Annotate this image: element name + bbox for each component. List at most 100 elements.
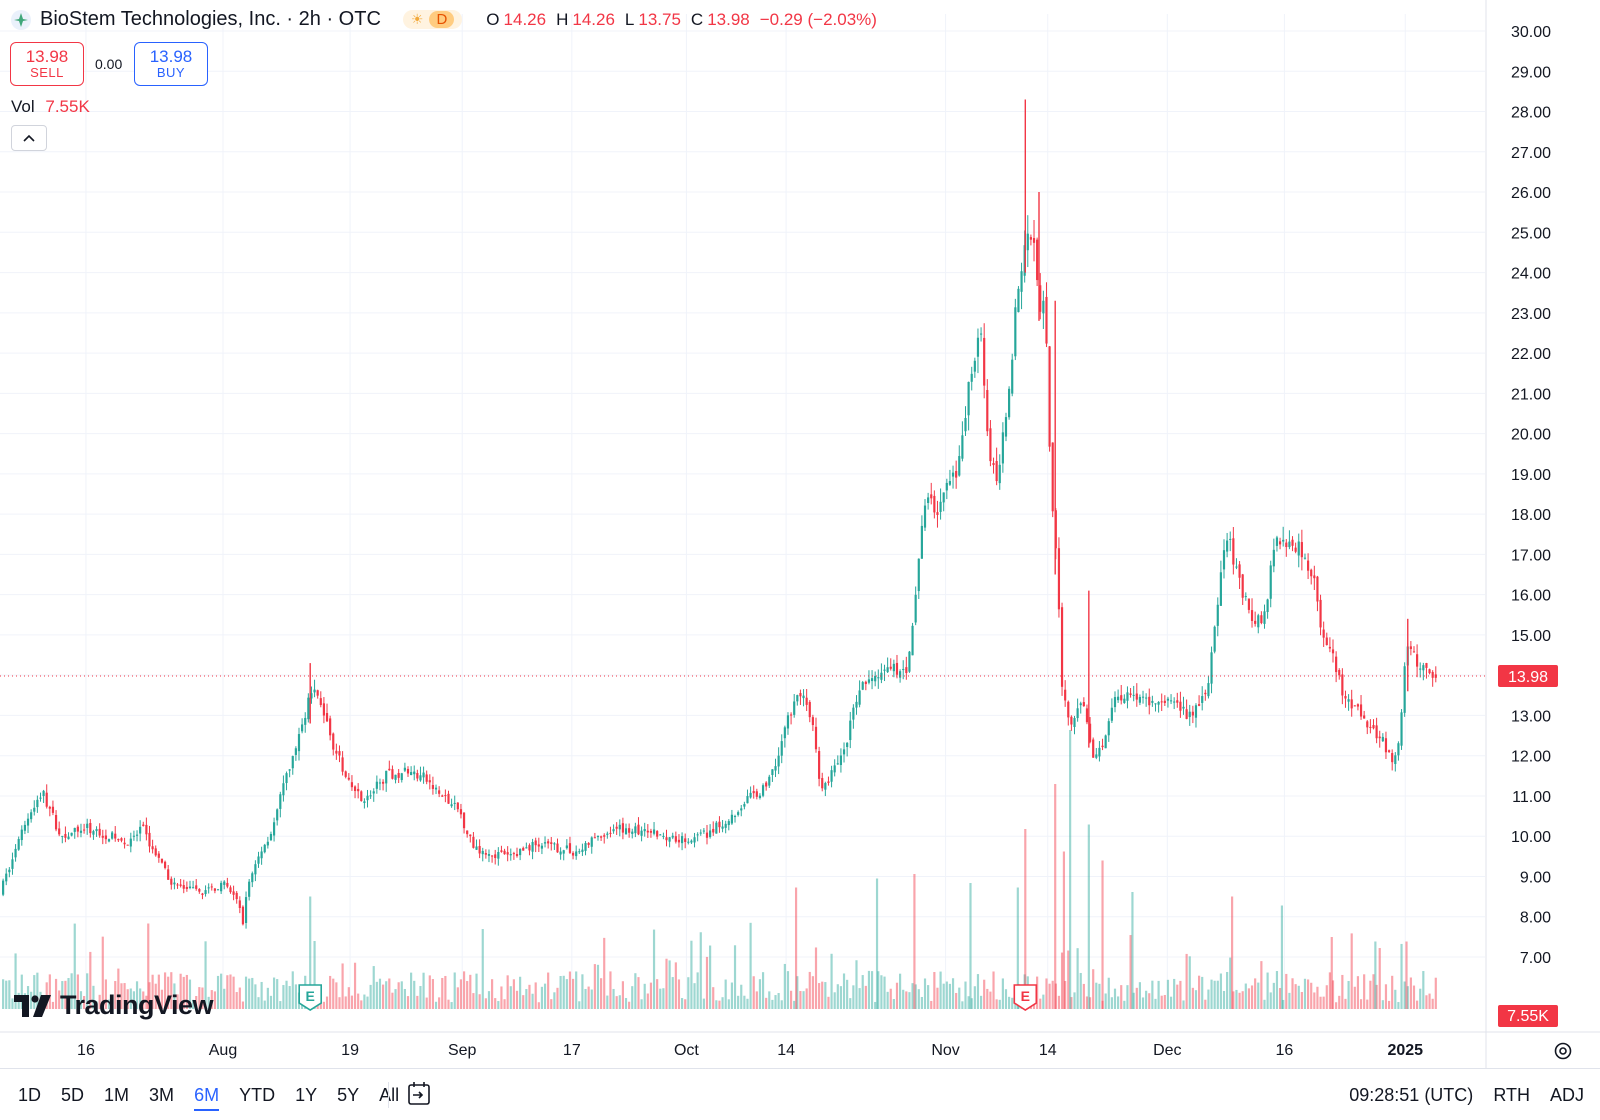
volume-bar <box>385 981 388 1009</box>
candle-body <box>1356 704 1360 707</box>
volume-bar <box>793 1000 796 1009</box>
volume-bar <box>145 995 148 1009</box>
volume-bar <box>500 986 503 1009</box>
volume-bar <box>830 953 833 1009</box>
tradingview-logo[interactable]: TradingView <box>14 990 214 1021</box>
sell-button[interactable]: 13.98 SELL <box>10 42 84 86</box>
chart-settings-icon[interactable] <box>1552 1040 1574 1062</box>
candle-body <box>428 780 431 783</box>
candle-body <box>1085 708 1089 723</box>
candle-body <box>1138 697 1142 703</box>
volume-bar <box>1095 982 1098 1009</box>
volume-bar <box>1113 988 1117 1009</box>
volume-bar <box>416 995 419 1009</box>
volume-bar <box>1297 985 1300 1009</box>
candle-body <box>612 829 615 832</box>
volume-bar <box>665 958 668 1009</box>
earnings-marker[interactable]: E <box>298 984 323 1011</box>
candle-body <box>1182 706 1185 709</box>
candle-body <box>107 839 111 842</box>
range-5d[interactable]: 5D <box>61 1085 85 1105</box>
candle-body <box>1303 557 1307 559</box>
candle-body <box>1060 607 1064 687</box>
candle-body <box>1353 705 1356 707</box>
candle-body <box>1008 388 1011 418</box>
volume-bar <box>1316 986 1319 1009</box>
buy-button[interactable]: 13.98 BUY <box>134 42 208 86</box>
candle-body <box>466 830 469 835</box>
range-1y[interactable]: 1Y <box>295 1085 318 1105</box>
candle-body <box>836 763 839 765</box>
volume-bar <box>690 940 693 1009</box>
candle-body <box>381 781 385 784</box>
candle-body <box>677 839 681 843</box>
volume-bar <box>961 1001 964 1009</box>
volume-bar <box>30 991 33 1009</box>
candle-body <box>472 836 475 848</box>
volume-bar <box>1359 999 1363 1009</box>
candle-body <box>400 773 403 781</box>
range-ytd[interactable]: YTD <box>239 1085 276 1105</box>
volume-bar <box>637 977 640 1009</box>
candle-body <box>1244 596 1247 598</box>
candle-body <box>575 851 578 857</box>
market-status-badge[interactable]: ☀ D <box>402 10 463 29</box>
candle-body <box>329 718 332 736</box>
volume-bar <box>126 989 129 1009</box>
candle-body <box>83 829 86 831</box>
adjust-toggle[interactable]: ADJ <box>1549 1085 1584 1105</box>
candle-body <box>874 675 877 682</box>
candle-body <box>696 834 699 836</box>
candle-body <box>335 750 338 754</box>
symbol-title[interactable]: BioStem Technologies, Inc. · 2h · OTC <box>40 8 381 30</box>
session-toggle[interactable]: RTH <box>1493 1085 1530 1105</box>
candle-body <box>1051 442 1054 512</box>
candle-body <box>1291 539 1294 546</box>
candle-body <box>1036 239 1039 281</box>
candle-body <box>20 829 23 841</box>
candle-body <box>970 373 973 382</box>
candle-body <box>1381 736 1384 742</box>
volume-bar <box>76 974 79 1009</box>
volume-bar <box>1160 995 1163 1009</box>
volume-bar <box>512 979 515 1009</box>
collapse-legend-button[interactable] <box>11 125 47 151</box>
last-price-tag <box>1498 664 1558 687</box>
candle-body <box>1141 696 1145 698</box>
candle-body <box>58 828 61 835</box>
range-6m[interactable]: 6M <box>194 1085 220 1111</box>
candle-body <box>789 714 793 716</box>
candle-body <box>120 838 123 841</box>
earnings-marker[interactable]: E <box>1013 984 1038 1011</box>
volume-bar <box>964 981 967 1009</box>
range-1m[interactable]: 1M <box>104 1085 130 1105</box>
volume-bar <box>1222 990 1226 1009</box>
volume-bar <box>913 874 916 1009</box>
volume-bar <box>98 994 101 1009</box>
volume-bar <box>1107 977 1110 1009</box>
utc-clock[interactable]: 09:28:51 (UTC) <box>1349 1085 1474 1105</box>
volume-bar <box>587 986 590 1009</box>
bottom-toolbar: 1D 5D 1M 3M 6M YTD 1Y 5Y All 09:28:51 (UTC) RTH … <box>0 1068 1600 1120</box>
volume-bar <box>970 998 973 1009</box>
candle-body <box>733 816 737 818</box>
range-5y[interactable]: 5Y <box>337 1085 360 1105</box>
volume-bar <box>67 978 70 1009</box>
range-all[interactable]: All <box>379 1085 400 1105</box>
candle-body <box>951 472 955 477</box>
volume-bar <box>1123 1000 1126 1009</box>
go-to-date-icon[interactable] <box>406 1080 432 1108</box>
range-1d[interactable]: 1D <box>18 1085 42 1105</box>
candle-body <box>51 806 55 813</box>
candle-body <box>487 854 491 856</box>
candle-body <box>23 824 27 831</box>
volume-bar <box>466 981 469 1009</box>
volume-bar <box>285 980 288 1009</box>
range-3m[interactable]: 3M <box>149 1085 175 1105</box>
volume-bar <box>951 978 955 1009</box>
volume-bar <box>86 973 89 1009</box>
volume-bar <box>811 976 814 1009</box>
volume-bar <box>160 989 164 1009</box>
candle-body <box>668 837 671 842</box>
